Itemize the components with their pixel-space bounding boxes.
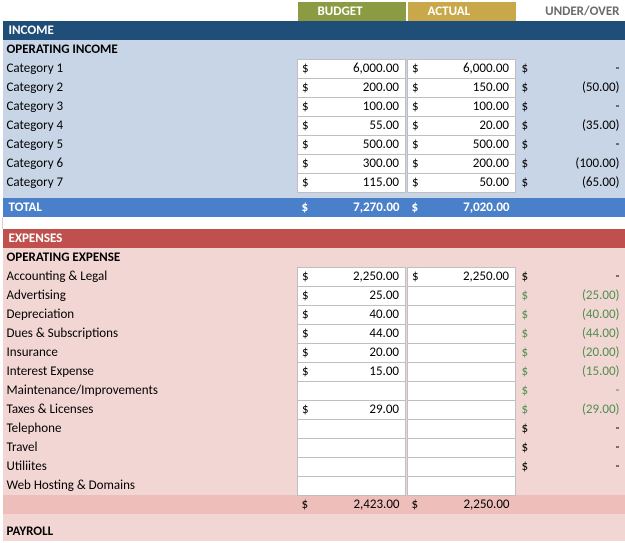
column-headers: BUDGET ACTUAL UNDER/OVER xyxy=(3,2,625,21)
income-subhead: OPERATING INCOME xyxy=(3,40,625,59)
payroll-title: PAYROLL xyxy=(3,522,625,541)
budget-table: BUDGET ACTUAL UNDER/OVERINCOMEOPERATING IN… xyxy=(2,2,625,541)
income-title: INCOME xyxy=(3,21,625,40)
expenses-subtotal-row: $2,423.00$2,250.00 xyxy=(3,495,625,514)
payroll-subhead-row: PAYROLL xyxy=(3,522,625,541)
expenses-subhead-row: OPERATING EXPENSE xyxy=(3,248,625,267)
expense-row: Web Hosting & Domains xyxy=(3,476,625,495)
expense-row: Advertising$25.00$(25.00) xyxy=(3,286,625,305)
expenses-section-bar: EXPENSES xyxy=(3,229,625,248)
header-under: UNDER/OVER xyxy=(536,2,625,21)
income-section-bar: INCOME xyxy=(3,21,625,40)
expense-row: Depreciation$40.00$(40.00) xyxy=(3,305,625,324)
expense-row: Accounting & Legal$2,250.00$2,250.00$- xyxy=(3,267,625,286)
income-row: Category 7$115.00$50.00$(65.00) xyxy=(3,173,625,192)
income-row: Category 4$55.00$20.00$(35.00) xyxy=(3,116,625,135)
income-row: Category 2$200.00$150.00$(50.00) xyxy=(3,78,625,97)
expense-row: Travel$- xyxy=(3,438,625,457)
expenses-subhead: OPERATING EXPENSE xyxy=(3,248,625,267)
income-row: Category 1$6,000.00$6,000.00$- xyxy=(3,59,625,78)
header-budget: BUDGET xyxy=(316,2,406,21)
expense-row: Telephone$- xyxy=(3,419,625,438)
expenses-title: EXPENSES xyxy=(3,229,625,248)
header-actual: ACTUAL xyxy=(426,2,516,21)
income-row: Category 3$100.00$100.00$- xyxy=(3,97,625,116)
expense-row: Interest Expense$15.00$(15.00) xyxy=(3,362,625,381)
expense-row: Taxes & Licenses$29.00$(29.00) xyxy=(3,400,625,419)
expense-row: Utiliites$- xyxy=(3,457,625,476)
expense-row: Insurance$20.00$(20.00) xyxy=(3,343,625,362)
income-row: Category 5$500.00$500.00$- xyxy=(3,135,625,154)
income-row: Category 6$300.00$200.00$(100.00) xyxy=(3,154,625,173)
income-subhead-row: OPERATING INCOME xyxy=(3,40,625,59)
income-total-row: TOTAL$7,270.00$7,020.00 xyxy=(3,198,625,217)
expense-row: Maintenance/Improvements$- xyxy=(3,381,625,400)
expense-row: Dues & Subscriptions$44.00$(44.00) xyxy=(3,324,625,343)
